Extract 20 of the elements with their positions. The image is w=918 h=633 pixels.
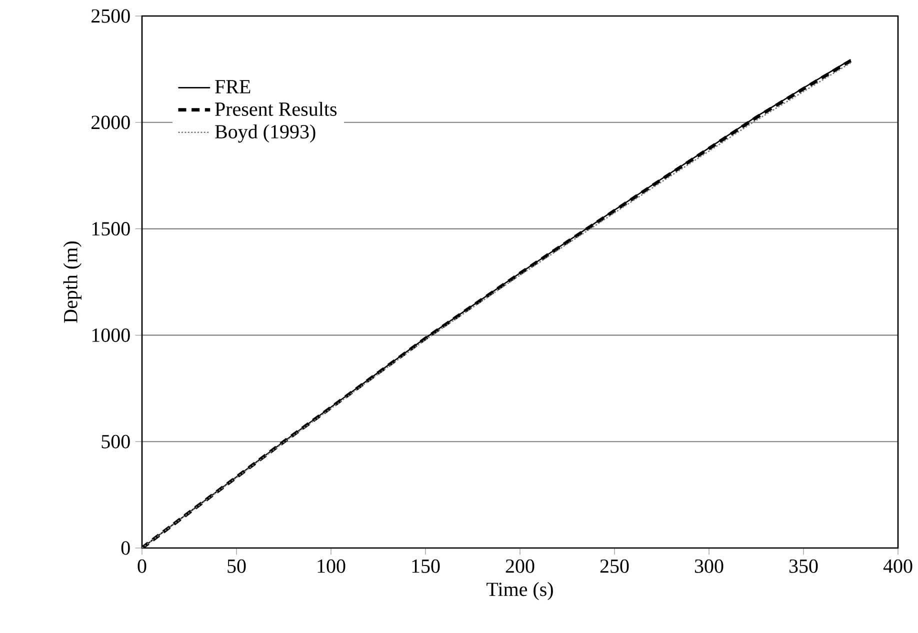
x-tick-label: 150	[412, 559, 440, 573]
y-tick-label: 2000	[92, 116, 130, 130]
x-tick-label: 350	[789, 559, 818, 573]
x-tick-label: 250	[600, 559, 629, 573]
x-tick-label: 300	[694, 559, 724, 573]
x-tick-label: 0	[138, 559, 146, 573]
x-tick-label: 50	[228, 559, 246, 573]
y-tick-label: 2500	[92, 9, 130, 23]
x-axis-title: Time (s)	[486, 582, 553, 600]
y-tick-label: 1500	[92, 222, 130, 236]
y-tick-label: 500	[102, 434, 130, 448]
y-tick-label: 1000	[92, 328, 130, 342]
x-tick-label: 100	[318, 559, 346, 573]
legend-label: Present Results	[215, 102, 337, 116]
legend-label: Boyd (1993)	[215, 124, 316, 143]
y-axis-title: Depth (m)	[63, 242, 82, 323]
x-tick-label: 400	[883, 559, 912, 573]
x-tick-label: 200	[506, 559, 534, 573]
y-tick-label: 0	[121, 541, 130, 555]
legend-label: FRE	[215, 80, 250, 94]
